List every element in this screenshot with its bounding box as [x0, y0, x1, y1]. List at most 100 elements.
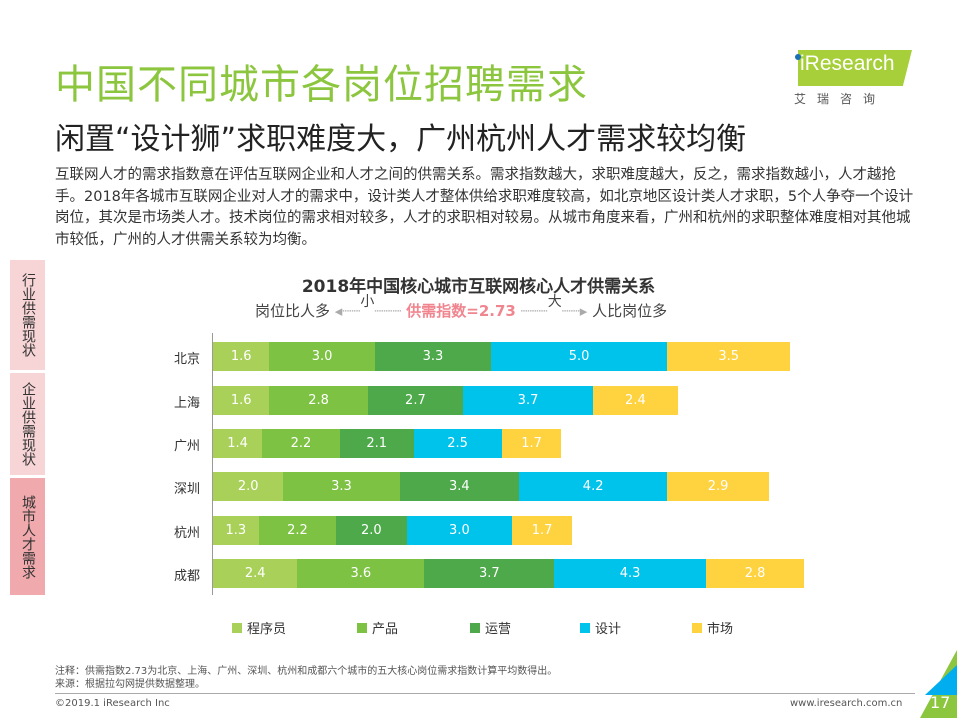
description: 互联网人才的需求指数意在评估互联网企业和人才之间的供需关系。需求指数越大，求职难… [55, 167, 914, 248]
data-label: 2.9 [707, 479, 729, 494]
bar-segment: 3.5 [667, 342, 791, 371]
copyright: ©2019.1 iResearch Inc [55, 698, 170, 709]
data-label: 1.7 [531, 523, 553, 538]
bar-segment: 3.7 [462, 386, 594, 415]
legend-label: 运营 [485, 622, 512, 637]
chart-title: 2018年中国核心城市互联网核心人才供需关系 [301, 277, 656, 297]
data-label: 2.5 [447, 436, 468, 451]
scale-legend: 岗位比人多 ◂┈┈小┈┈┈ 供需指数=2.73 ┈┈┈大┈┈▸ 人比岗位多 [255, 294, 668, 320]
legend-swatch [470, 622, 480, 633]
scale-small: 小 [360, 294, 375, 310]
data-label: 3.7 [478, 566, 500, 581]
side-nav-city[interactable]: 城市人才需求 [10, 478, 45, 595]
scale-index: 供需指数=2.73 [406, 302, 516, 320]
bar-segment: 1.7 [512, 516, 573, 545]
y-axis [212, 333, 213, 595]
category-label: 深圳 [173, 482, 200, 497]
data-label: 2.2 [290, 436, 312, 451]
corner-decoration-blue [925, 665, 957, 695]
data-label: 2.4 [244, 566, 266, 581]
data-label: 2.4 [625, 393, 646, 408]
bar-segment: 2.4 [213, 559, 298, 588]
bar-segment: 3.6 [297, 559, 425, 588]
legend-label: 设计 [595, 622, 622, 637]
legend-label: 程序员 [247, 622, 287, 637]
bar-segment: 3.0 [269, 342, 375, 371]
data-label: 3.3 [422, 349, 444, 364]
bar-segment: 2.8 [705, 559, 805, 588]
legend-item: 产品 [357, 618, 398, 637]
bar-segment: 3.3 [374, 342, 492, 371]
bar-segment: 2.4 [593, 386, 678, 415]
data-label: 4.3 [619, 566, 641, 581]
bar-segment: 4.3 [554, 559, 706, 588]
data-label: 4.2 [582, 479, 604, 494]
bar-segment: 1.6 [213, 342, 270, 371]
bar-segment: 2.1 [339, 429, 414, 458]
data-label: 1.6 [230, 393, 252, 408]
iresearch-logo: iResearch 艾瑞咨询 [790, 48, 920, 108]
arrow-left-icon: ◂┈┈ [334, 302, 361, 320]
legend-item: 市场 [692, 618, 733, 637]
data-label: 1.4 [227, 436, 248, 451]
scale-left: 岗位比人多 [255, 302, 331, 320]
scale-big: 大 [547, 294, 562, 310]
footer-url[interactable]: www.iresearch.com.cn [790, 698, 903, 709]
bar-segment: 1.3 [213, 516, 259, 545]
divider [55, 693, 915, 694]
legend-label: 市场 [707, 622, 734, 637]
legend-swatch [357, 622, 367, 633]
data-label: 1.3 [225, 523, 247, 538]
data-label: 2.1 [366, 436, 388, 451]
bar-segment: 3.3 [283, 472, 400, 501]
arrow-right-icon: ┈┈▸ [561, 302, 593, 320]
data-label: 3.0 [449, 523, 470, 538]
scale-right: 人比岗位多 [592, 302, 668, 320]
data-label: 2.2 [287, 523, 308, 538]
data-label: 3.4 [449, 479, 470, 494]
bar-segment: 5.0 [491, 342, 668, 371]
category-label: 广州 [173, 439, 200, 454]
legend-label: 产品 [372, 622, 399, 637]
source-line: 来源：根据拉勾网提供数据整理。 [55, 679, 205, 690]
side-nav-industry[interactable]: 行业供需现状 [10, 260, 45, 370]
category-label: 杭州 [173, 526, 200, 541]
data-label: 2.8 [308, 393, 329, 408]
data-label: 3.6 [350, 566, 372, 581]
bar-segment: 2.0 [213, 472, 284, 501]
bar-segment: 2.8 [269, 386, 368, 415]
bar-segment: 2.2 [258, 516, 337, 545]
logo-cn: 艾瑞咨询 [794, 92, 887, 106]
bar-segment: 2.2 [262, 429, 340, 458]
bar-segment: 3.7 [424, 559, 555, 588]
legend-item: 程序员 [232, 618, 286, 637]
page-number: 17 [930, 693, 951, 712]
bar-segment: 1.4 [213, 429, 263, 458]
data-label: 5.0 [568, 349, 590, 364]
data-label: 3.7 [517, 393, 539, 408]
bar-segment: 3.0 [406, 516, 513, 545]
category-label: 上海 [173, 396, 200, 411]
data-label: 2.7 [405, 393, 426, 408]
category-label: 成都 [173, 569, 200, 584]
bar-segment: 1.6 [213, 386, 270, 415]
legend-swatch [692, 622, 702, 633]
data-label: 2.0 [237, 479, 259, 494]
logo-text: iResearch [800, 52, 895, 75]
page-title: 中国不同城市各岗位招聘需求 [55, 62, 588, 108]
bar-segment: 1.7 [501, 429, 562, 458]
data-label: 1.6 [230, 349, 252, 364]
side-nav-enterprise[interactable]: 企业供需现状 [10, 373, 45, 475]
data-label: 1.7 [521, 436, 542, 451]
data-label: 2.0 [361, 523, 382, 538]
legend-swatch [232, 622, 242, 633]
bar-segment: 4.2 [519, 472, 668, 501]
legend-item: 运营 [470, 618, 511, 637]
bar-segment: 2.7 [367, 386, 463, 415]
data-label: 3.0 [311, 349, 333, 364]
bar-segment: 2.0 [336, 516, 407, 545]
data-label: 3.5 [718, 349, 740, 364]
bar-segment: 2.5 [413, 429, 502, 458]
legend-swatch [580, 622, 590, 633]
bar-segment: 3.4 [399, 472, 520, 501]
